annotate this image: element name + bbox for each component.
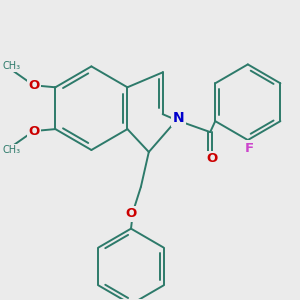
Text: CH₃: CH₃: [3, 145, 21, 155]
Text: O: O: [28, 124, 39, 138]
Text: CH₃: CH₃: [3, 61, 21, 71]
Text: O: O: [125, 207, 136, 220]
Text: N: N: [173, 111, 184, 125]
Text: O: O: [207, 152, 218, 166]
Text: O: O: [28, 79, 39, 92]
Text: F: F: [245, 142, 254, 154]
